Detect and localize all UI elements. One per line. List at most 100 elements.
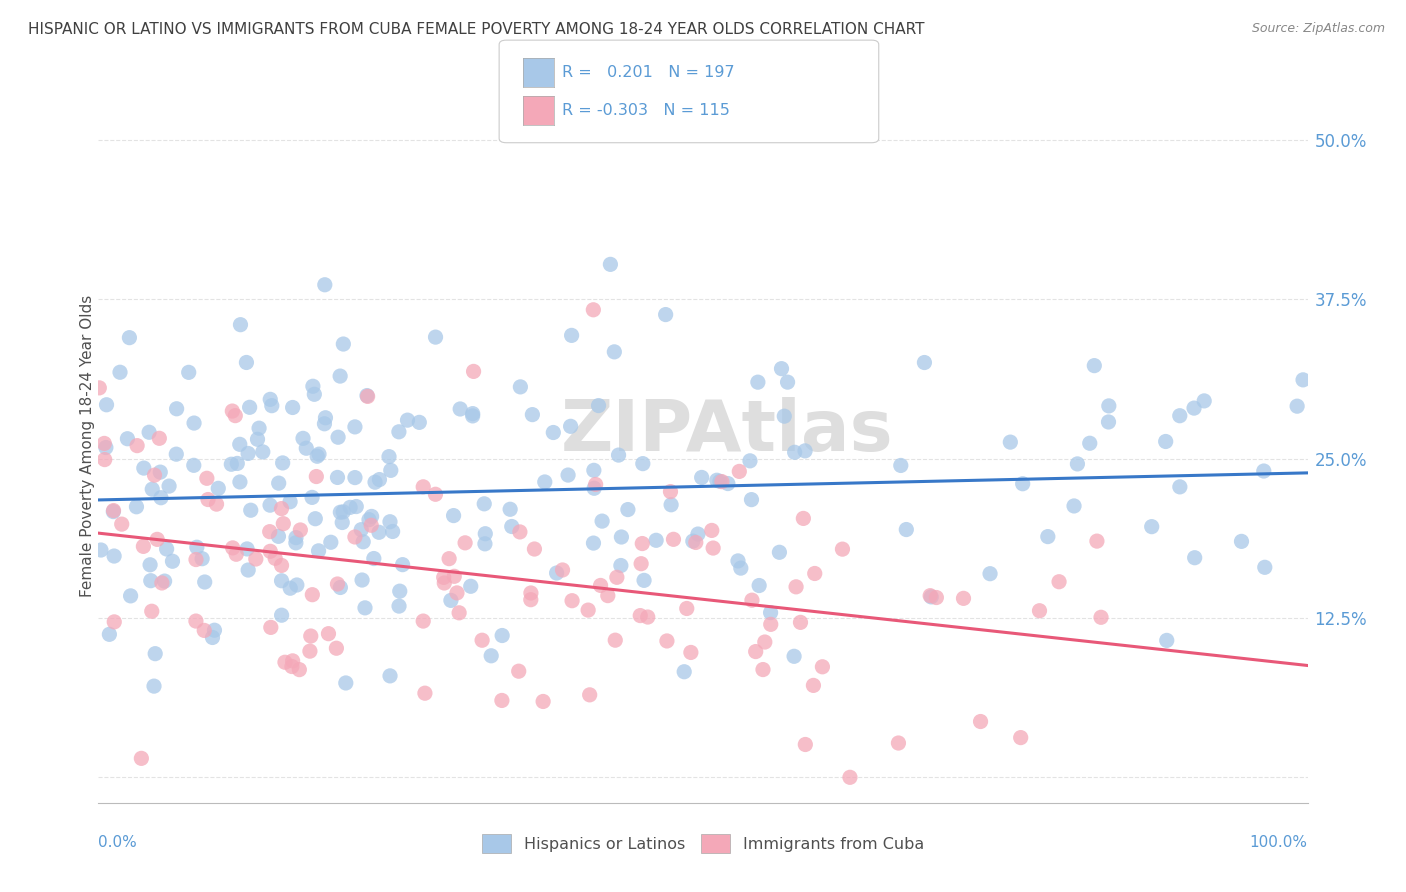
Point <box>352 534 374 549</box>
Point <box>157 479 180 493</box>
Point <box>131 751 153 765</box>
Point <box>368 473 391 487</box>
Point <box>585 477 607 491</box>
Point <box>396 413 419 427</box>
Point <box>531 694 554 708</box>
Point <box>1254 560 1277 574</box>
Point <box>118 331 141 345</box>
Point <box>803 566 825 581</box>
Point <box>610 558 633 573</box>
Point <box>789 615 811 630</box>
Point <box>839 770 862 784</box>
Point <box>509 380 531 394</box>
Point <box>588 399 610 413</box>
Point <box>343 530 366 544</box>
Point <box>224 409 246 423</box>
Point <box>606 570 628 584</box>
Point <box>252 445 274 459</box>
Point <box>1010 731 1032 745</box>
Point <box>633 574 655 588</box>
Point <box>645 533 668 548</box>
Point <box>307 449 329 463</box>
Point <box>278 494 301 508</box>
Point <box>329 369 352 384</box>
Point <box>259 544 281 558</box>
Point <box>162 554 184 568</box>
Point <box>443 508 465 523</box>
Point <box>607 448 630 462</box>
Point <box>149 465 172 479</box>
Point <box>1097 415 1119 429</box>
Point <box>437 551 460 566</box>
Point <box>1286 399 1309 413</box>
Point <box>166 401 188 416</box>
Point <box>471 633 494 648</box>
Point <box>702 541 724 555</box>
Point <box>354 600 377 615</box>
Point <box>583 481 606 495</box>
Point <box>304 512 326 526</box>
Point <box>413 686 436 700</box>
Point <box>103 505 125 519</box>
Point <box>896 523 918 537</box>
Point <box>143 468 166 483</box>
Text: 0.0%: 0.0% <box>98 835 138 850</box>
Point <box>195 471 218 485</box>
Point <box>148 431 170 445</box>
Point <box>267 476 290 491</box>
Point <box>433 576 456 591</box>
Point <box>284 536 307 550</box>
Point <box>96 398 118 412</box>
Point <box>329 505 352 519</box>
Point <box>920 589 942 603</box>
Point <box>425 330 447 344</box>
Text: HISPANIC OR LATINO VS IMMIGRANTS FROM CUBA FEMALE POVERTY AMONG 18-24 YEAR OLDS : HISPANIC OR LATINO VS IMMIGRANTS FROM CU… <box>28 22 925 37</box>
Point <box>520 586 543 600</box>
Point <box>1011 476 1033 491</box>
Point <box>264 551 287 566</box>
Point <box>1184 550 1206 565</box>
Point <box>304 387 326 401</box>
Point <box>1085 534 1108 549</box>
Point <box>603 344 626 359</box>
Point <box>508 664 530 678</box>
Point <box>360 509 382 524</box>
Point <box>139 574 162 588</box>
Point <box>332 337 354 351</box>
Text: 100.0%: 100.0% <box>1250 835 1308 850</box>
Point <box>380 463 402 477</box>
Point <box>235 355 257 369</box>
Point <box>408 416 430 430</box>
Point <box>449 606 471 620</box>
Point <box>143 647 166 661</box>
Point <box>1063 499 1085 513</box>
Point <box>969 714 991 729</box>
Point <box>599 257 621 271</box>
Point <box>1182 401 1205 416</box>
Point <box>138 425 160 440</box>
Point <box>803 678 825 692</box>
Point <box>363 551 385 566</box>
Point <box>143 679 166 693</box>
Point <box>752 663 775 677</box>
Point <box>314 417 336 431</box>
Point <box>103 503 125 517</box>
Point <box>273 516 295 531</box>
Point <box>90 543 112 558</box>
Point <box>659 498 682 512</box>
Point <box>582 536 605 550</box>
Point <box>229 318 252 332</box>
Point <box>326 470 349 484</box>
Point <box>207 481 229 495</box>
Point <box>690 470 713 484</box>
Point <box>783 445 806 459</box>
Point <box>773 409 796 424</box>
Point <box>1066 457 1088 471</box>
Y-axis label: Female Poverty Among 18-24 Year Olds: Female Poverty Among 18-24 Year Olds <box>80 295 94 597</box>
Point <box>831 542 853 557</box>
Point <box>298 644 321 658</box>
Legend: Hispanics or Latinos, Immigrants from Cuba: Hispanics or Latinos, Immigrants from Cu… <box>475 828 931 859</box>
Point <box>1090 610 1112 624</box>
Point <box>281 401 304 415</box>
Point <box>388 584 411 599</box>
